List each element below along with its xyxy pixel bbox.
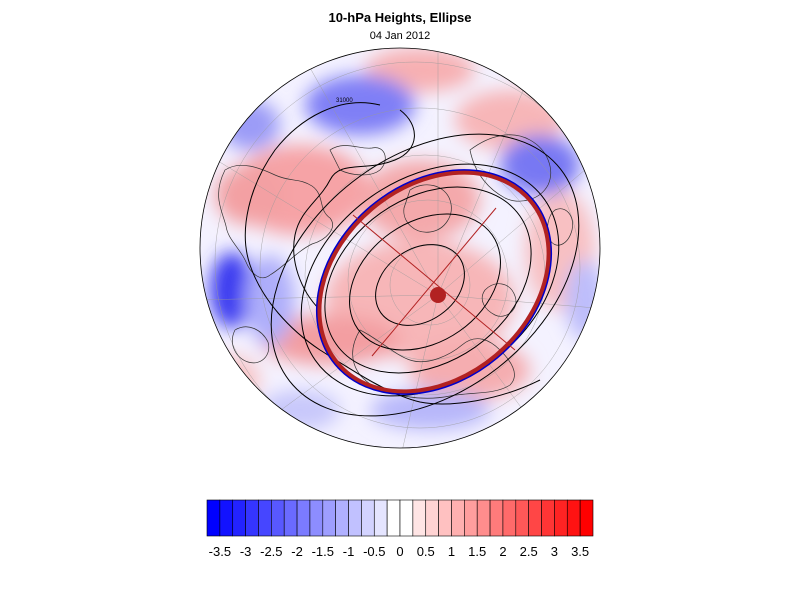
colorbar-tick-label: -3 bbox=[240, 544, 252, 559]
colorbar-tick-label: 2.5 bbox=[520, 544, 538, 559]
ellipse-minor-axis bbox=[371, 207, 497, 357]
contour-label: 31000 bbox=[336, 98, 353, 104]
colorbar-box bbox=[245, 499, 259, 537]
colorbar-box bbox=[361, 499, 375, 537]
colorbar-tick-label: 3.5 bbox=[571, 544, 589, 559]
colorbar-box bbox=[425, 499, 439, 537]
colorbar-box bbox=[335, 499, 349, 537]
colorbar-tick-label: -1.5 bbox=[312, 544, 334, 559]
ellipse-center-marker bbox=[430, 287, 446, 303]
colorbar-tick-label: -2.5 bbox=[260, 544, 282, 559]
colorbar-box bbox=[219, 499, 234, 537]
colorbar-box bbox=[554, 499, 568, 537]
colorbar-tick-label: -3.5 bbox=[209, 544, 231, 559]
colorbar-box bbox=[296, 499, 311, 537]
colorbar-box bbox=[489, 499, 504, 537]
colorbar-box bbox=[476, 499, 491, 537]
polar-map: 31000 bbox=[199, 47, 601, 449]
colorbar-tick-label: -1 bbox=[343, 544, 355, 559]
colorbar-box bbox=[206, 499, 221, 537]
colorbar-box bbox=[464, 499, 478, 537]
colorbar-box bbox=[399, 499, 414, 537]
colorbar-box bbox=[438, 499, 452, 537]
colorbar-box bbox=[322, 499, 336, 537]
colorbar-box bbox=[309, 499, 324, 537]
colorbar-tick-label: 1.5 bbox=[468, 544, 486, 559]
map-border bbox=[199, 47, 601, 449]
fitted-ellipse bbox=[317, 170, 551, 394]
colorbar-box bbox=[528, 499, 542, 537]
colorbar-tick-label: 0.5 bbox=[417, 544, 435, 559]
colorbar-box bbox=[451, 499, 465, 537]
colorbar-box bbox=[348, 499, 362, 537]
colorbar-tick-label: 3 bbox=[551, 544, 558, 559]
colorbar-tick-label: 2 bbox=[499, 544, 506, 559]
colorbar-box bbox=[283, 499, 298, 537]
colorbar-box bbox=[541, 499, 555, 537]
colorbar-tick-label: -2 bbox=[291, 544, 303, 559]
colorbar-tick-label: 0 bbox=[396, 544, 403, 559]
colorbar-box bbox=[271, 499, 285, 537]
graticule bbox=[200, 48, 600, 448]
colorbar-box bbox=[412, 499, 427, 537]
colorbar-box bbox=[515, 499, 529, 537]
colorbar-box bbox=[579, 499, 594, 537]
plot-date: 04 Jan 2012 bbox=[369, 30, 431, 42]
colorbar-box bbox=[373, 499, 388, 537]
colorbar-tick-label: -0.5 bbox=[363, 544, 385, 559]
colorbar-box bbox=[386, 499, 401, 537]
colorbar-tick-label: 1 bbox=[448, 544, 455, 559]
colorbar-box bbox=[258, 499, 272, 537]
colorbar-box bbox=[566, 499, 581, 537]
plot-title: 10-hPa Heights, Ellipse bbox=[328, 10, 472, 25]
colorbar-box bbox=[502, 499, 517, 537]
colorbar-box bbox=[232, 499, 246, 537]
